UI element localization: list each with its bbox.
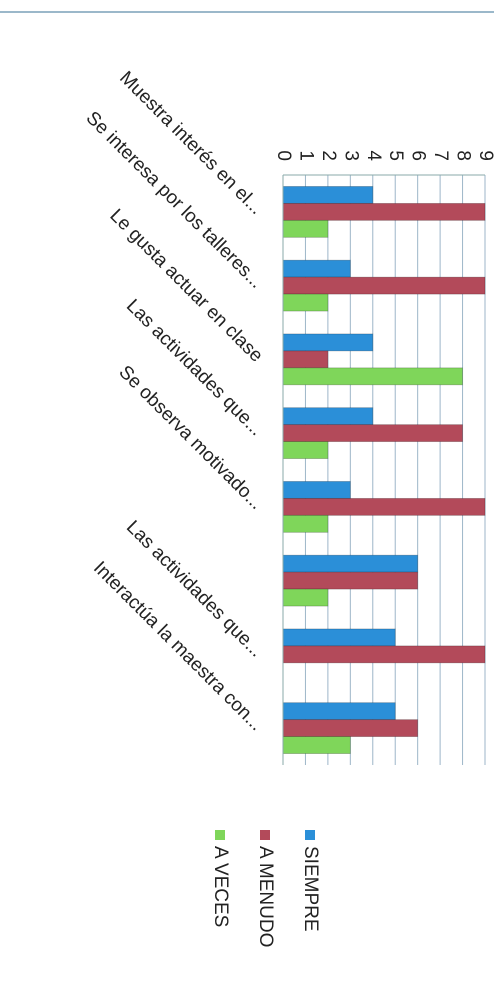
bar <box>282 367 463 386</box>
legend-label: A VECES <box>210 846 231 927</box>
bar <box>282 293 329 312</box>
bar <box>282 571 419 590</box>
bar <box>282 424 463 443</box>
bar <box>282 350 329 369</box>
bar <box>282 276 486 295</box>
y-tick-label: 6 <box>408 150 429 161</box>
bar <box>282 333 374 352</box>
x-tick-label: Las actividades que... <box>122 295 267 440</box>
y-tick-label: 0 <box>273 150 294 161</box>
bar <box>282 645 486 664</box>
legend-swatch <box>260 830 270 840</box>
legend-swatch <box>305 830 315 840</box>
x-tick-label: Las actividades que... <box>122 517 267 662</box>
y-tick-label: 5 <box>385 150 406 161</box>
bar <box>282 628 396 647</box>
bar <box>282 441 329 459</box>
x-tick-label: Se observa motivado... <box>115 362 267 514</box>
x-tick-label: Le gusta actuar en clase <box>106 205 267 366</box>
bar <box>282 514 329 533</box>
y-tick-label: 4 <box>363 150 384 161</box>
bar <box>282 736 351 754</box>
x-tick-label: Muestra interés en el... <box>115 67 267 219</box>
bar <box>282 588 329 607</box>
y-tick-label: 2 <box>318 150 339 161</box>
y-tick-label: 3 <box>340 150 361 161</box>
y-tick-label: 7 <box>430 150 451 161</box>
bar <box>282 719 419 738</box>
bar <box>282 259 351 278</box>
legend-swatch <box>215 830 225 840</box>
bar <box>282 702 396 721</box>
y-tick-label: 1 <box>295 150 316 161</box>
bar <box>282 202 486 221</box>
y-tick-label: 9 <box>475 150 494 161</box>
legend-label: SIEMPRE <box>300 846 321 932</box>
legend-label: A MENUDO <box>255 846 276 947</box>
bar <box>282 554 419 573</box>
bar <box>282 186 374 204</box>
y-tick-label: 8 <box>453 150 474 161</box>
bar <box>282 407 374 426</box>
bar <box>282 219 329 238</box>
bar <box>282 481 351 499</box>
bar <box>282 497 486 516</box>
